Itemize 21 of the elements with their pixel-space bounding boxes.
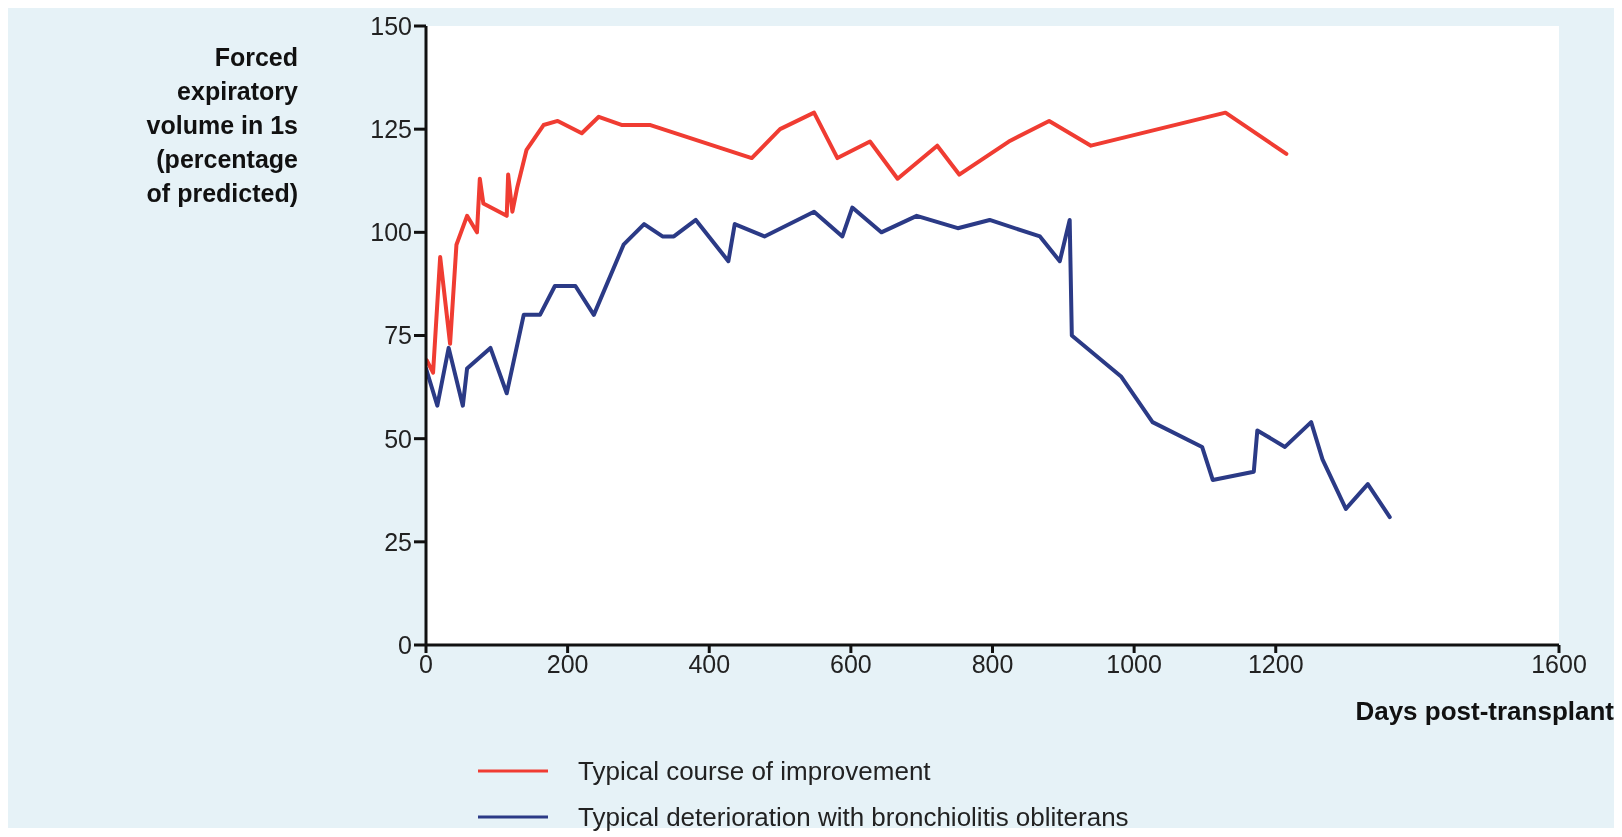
y-tick-label: 75 — [384, 321, 412, 350]
x-tick-label: 200 — [546, 649, 589, 678]
y-tick-label: 150 — [370, 11, 412, 40]
y-tick-label: 100 — [370, 218, 412, 247]
x-tick-label: 600 — [830, 649, 872, 678]
y-tick-label: 50 — [384, 424, 412, 453]
y-tick-label: 125 — [370, 115, 412, 144]
y-axis-title: Forced expiratory volume in 1s (percentage of predicted) — [145, 42, 298, 209]
x-tick-label: 1600 — [1531, 649, 1587, 678]
y-tick-label: 25 — [384, 527, 412, 556]
x-tick-label: 1200 — [1247, 649, 1304, 678]
line-series — [426, 110, 1289, 375]
x-tick-label: 0 — [419, 649, 433, 678]
y-tick-label: 0 — [398, 630, 412, 659]
x-tick-label: 1000 — [1106, 649, 1162, 678]
x-tick-label: 800 — [971, 649, 1014, 678]
legend-label: Typical course of improvement — [578, 755, 931, 787]
x-axis-title: Days post-transplant — [1355, 696, 1614, 727]
x-tick-label: 400 — [688, 649, 731, 678]
line-series — [426, 205, 1392, 520]
legend-label: Typical deterioration with bronchiolitis obliterans — [578, 801, 1129, 833]
